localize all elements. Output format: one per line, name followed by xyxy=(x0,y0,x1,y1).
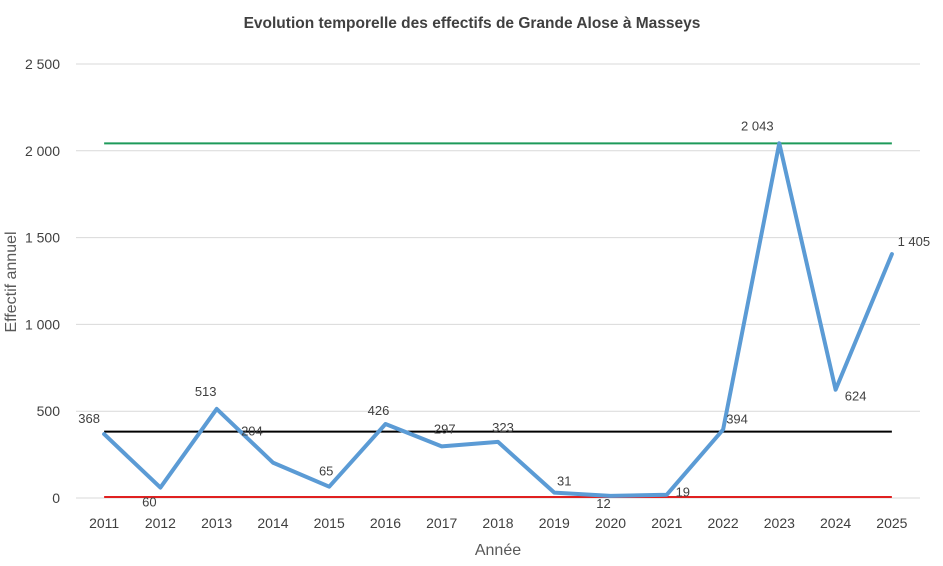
data-label: 426 xyxy=(368,403,390,418)
x-tick-label: 2011 xyxy=(89,515,119,531)
data-label: 19 xyxy=(676,485,690,500)
x-tick-label: 2018 xyxy=(482,515,513,531)
data-label: 323 xyxy=(492,420,514,435)
data-label: 60 xyxy=(142,495,156,510)
x-tick-labels: 2011 2012 2013 2014 2015 2016 2017 2018 2019 2020… xyxy=(89,515,908,531)
data-label: 624 xyxy=(845,389,867,404)
x-tick-label: 2022 xyxy=(707,515,738,531)
y-tick-label: 500 xyxy=(37,403,61,419)
data-label: 2 043 xyxy=(741,118,774,133)
x-tick-label: 2023 xyxy=(764,515,795,531)
data-labels: 368 60 513 204 65 426 297 323 31 12 19 394 2 043 624 1… xyxy=(78,118,930,511)
data-label: 394 xyxy=(726,412,748,427)
x-tick-label: 2017 xyxy=(426,515,457,531)
y-tick-label: 1 500 xyxy=(25,230,60,246)
data-label: 297 xyxy=(434,421,456,436)
series-line xyxy=(102,141,894,498)
data-label: 368 xyxy=(78,411,100,426)
y-tick-label: 2 500 xyxy=(25,56,60,72)
x-tick-label: 2024 xyxy=(820,515,851,531)
x-tick-label: 2015 xyxy=(314,515,345,531)
x-tick-label: 2019 xyxy=(539,515,570,531)
y-tick-label: 1 000 xyxy=(25,316,60,332)
series-lines xyxy=(102,141,894,498)
x-tick-label: 2014 xyxy=(257,515,288,531)
x-tick-label: 2021 xyxy=(651,515,682,531)
data-label: 204 xyxy=(241,424,263,439)
x-tick-label: 2012 xyxy=(145,515,176,531)
y-axis-title: Effectif annuel xyxy=(3,231,20,332)
reference-lines xyxy=(104,142,892,498)
chart-title: Evolution temporelle des effectifs de Gr… xyxy=(244,15,701,32)
x-tick-label: 2025 xyxy=(876,515,907,531)
y-tick-labels: 0 500 1 000 1 500 2 000 2 500 xyxy=(25,56,60,506)
x-tick-label: 2016 xyxy=(370,515,401,531)
x-axis-title: Année xyxy=(475,542,521,559)
x-tick-label: 2020 xyxy=(595,515,626,531)
y-tick-label: 0 xyxy=(52,490,60,506)
data-label: 65 xyxy=(319,464,333,479)
data-label: 1 405 xyxy=(898,234,931,249)
x-tick-label: 2013 xyxy=(201,515,232,531)
data-label: 12 xyxy=(596,496,610,511)
y-tick-label: 2 000 xyxy=(25,143,60,159)
data-label: 513 xyxy=(195,384,217,399)
data-label: 31 xyxy=(557,474,571,489)
